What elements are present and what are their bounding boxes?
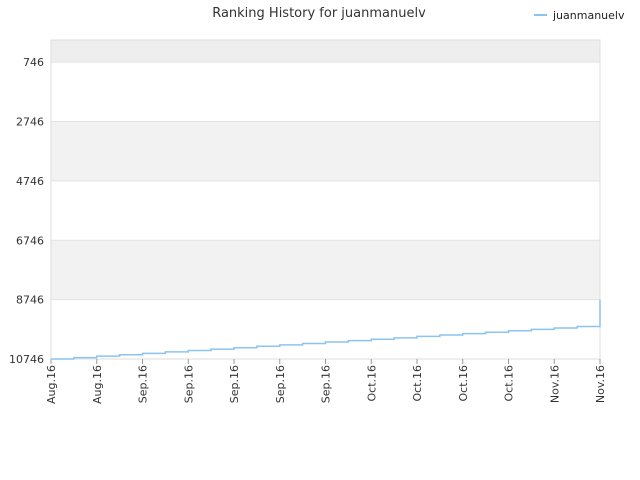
x-tick-label: Sep.16 — [274, 365, 287, 403]
x-tick-label: Oct.16 — [503, 365, 516, 402]
y-tick-label: 6746 — [16, 234, 44, 247]
x-axis: Aug.16 Aug.16 Sep.16 Sep.16 Sep.16 Sep.16 Sep.… — [45, 359, 607, 404]
legend-label: juanmanuelv — [552, 9, 625, 22]
x-tick-label: Sep.16 — [228, 365, 241, 403]
plot-band — [51, 299, 600, 359]
y-tick-label: 10746 — [9, 353, 44, 366]
x-tick-label: Oct.16 — [411, 365, 424, 402]
plot-band — [51, 240, 600, 300]
chart-title: Ranking History for juanmanuelv — [212, 6, 426, 21]
x-tick-label: Aug.16 — [91, 365, 104, 404]
y-tick-label: 4746 — [16, 175, 44, 188]
x-tick-label: Nov.16 — [594, 365, 607, 403]
y-axis: 746 2746 4746 6746 8746 10746 — [9, 56, 44, 366]
x-tick-label: Aug.16 — [45, 365, 58, 404]
plot-band — [51, 180, 600, 241]
series-layer — [51, 299, 601, 360]
x-tick-label: Oct.16 — [457, 365, 470, 402]
x-tick-label: Oct.16 — [365, 365, 378, 402]
plot-band — [51, 62, 600, 122]
x-tick-label: Sep.16 — [182, 365, 195, 403]
x-tick-label: Nov.16 — [548, 365, 561, 403]
plot-band-top — [51, 40, 600, 63]
x-tick-label: Sep.16 — [320, 365, 333, 403]
y-tick-label: 2746 — [16, 116, 44, 129]
y-tick-label: 8746 — [16, 294, 44, 307]
plot-background — [51, 40, 600, 359]
y-tick-label: 746 — [23, 56, 44, 69]
x-tick-label: Sep.16 — [137, 365, 150, 403]
series-line-juanmanuelv — [51, 299, 601, 360]
legend: juanmanuelv — [534, 9, 625, 22]
plot-band — [51, 121, 600, 181]
